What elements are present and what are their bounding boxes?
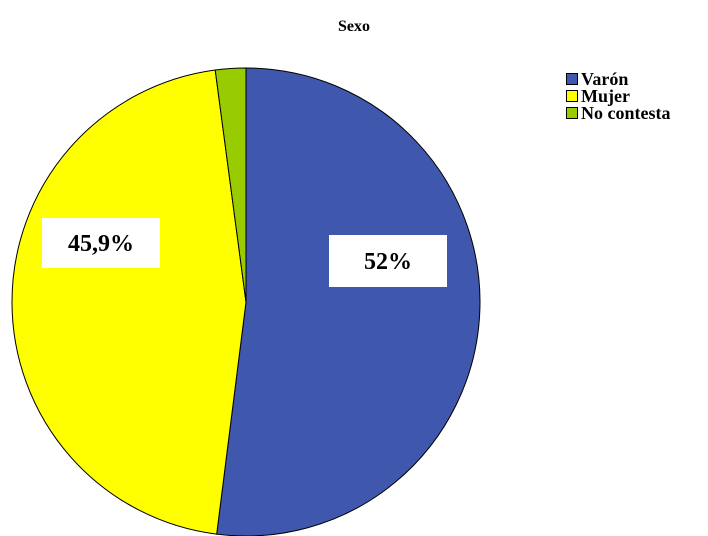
legend-item-no-contesta: No contesta (566, 102, 671, 123)
legend-item-mujer: Mujer (566, 85, 670, 106)
legend-label-mujer: Mujer (581, 85, 630, 106)
data-label-box-varon (329, 235, 447, 287)
legend-label-no-contesta: No contesta (581, 102, 671, 123)
data-label-mujer: 45,9% (68, 231, 134, 257)
legend-swatch-no-contesta (566, 106, 578, 119)
chart-legend: Varón Mujer No contesta (566, 68, 671, 123)
legend-item-varon: Varón (566, 68, 670, 89)
pie-slice-no-contesta (214, 67, 247, 303)
legend-label-varon: Varón (581, 68, 629, 89)
data-label-box-mujer (42, 218, 160, 268)
legend-swatch-varon (566, 72, 578, 85)
data-label-varon: 52% (364, 249, 412, 275)
pie-slice-varon (216, 67, 481, 536)
chart-title: Sexo (338, 18, 370, 35)
pie-slice-mujer (11, 69, 247, 535)
legend-swatch-mujer (566, 89, 578, 102)
